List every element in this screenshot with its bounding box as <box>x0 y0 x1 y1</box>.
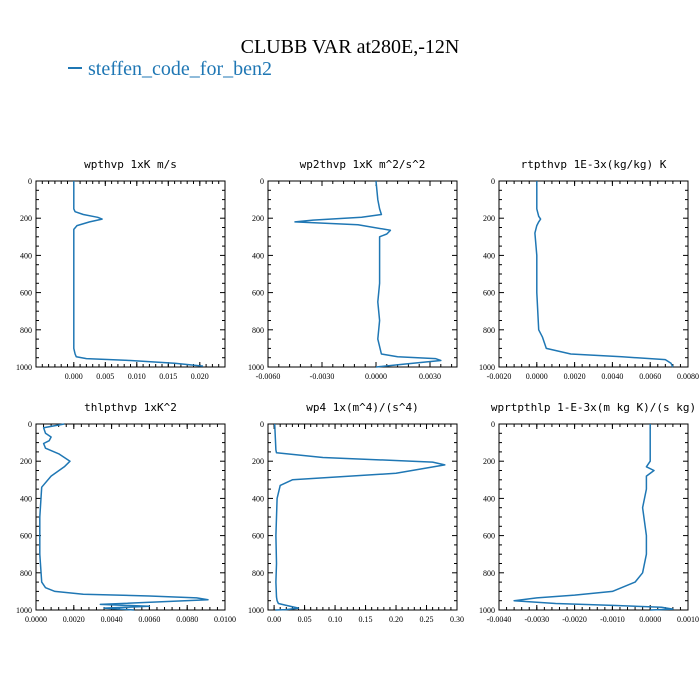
y-tick-label: 200 <box>252 214 264 223</box>
series-line <box>39 423 209 611</box>
y-tick-label: 400 <box>20 251 32 260</box>
x-tick-label: 0.0000 <box>639 615 661 624</box>
x-tick-label: 0.005 <box>96 372 114 381</box>
y-tick-label: 1000 <box>248 606 264 615</box>
series-line <box>273 423 446 611</box>
x-tick-label: -0.0020 <box>562 615 587 624</box>
legend-label: steffen_code_for_ben2 <box>88 58 273 80</box>
x-tick-label: 0.25 <box>420 615 434 624</box>
y-tick-label: 200 <box>483 457 495 466</box>
y-tick-label: 800 <box>20 326 32 335</box>
y-tick-label: 0 <box>260 420 264 429</box>
y-tick-label: 400 <box>20 494 32 503</box>
y-tick-label: 800 <box>483 326 495 335</box>
x-tick-label: 0.0100 <box>214 615 236 624</box>
plot-frame <box>267 423 458 611</box>
x-tick-label: 0.30 <box>450 615 464 624</box>
y-tick-label: 600 <box>20 289 32 298</box>
x-tick-label: 0.0030 <box>419 372 441 381</box>
x-tick-label: 0.10 <box>328 615 342 624</box>
x-tick-label: 0.0000 <box>365 372 387 381</box>
x-tick-label: -0.0040 <box>487 615 512 624</box>
plot-frame <box>35 423 226 611</box>
y-tick-label: 800 <box>20 569 32 578</box>
x-tick-label: 0.010 <box>128 372 146 381</box>
x-tick-label: -0.0020 <box>487 372 512 381</box>
subplot-3: rtpthvp 1E-3x(kg/kg) K 0 200 400 600 800 1000-… <box>479 158 699 381</box>
x-tick-label: 0.0040 <box>601 372 623 381</box>
plot-frame <box>498 423 689 611</box>
x-tick-label: 0.0080 <box>677 372 699 381</box>
y-tick-label: 1000 <box>479 606 495 615</box>
plot-frame <box>35 180 226 368</box>
x-tick-label: 0.0040 <box>101 615 123 624</box>
series-line <box>73 181 204 367</box>
subplot-title: rtpthvp 1E-3x(kg/kg) K <box>521 158 667 171</box>
y-tick-label: 200 <box>20 457 32 466</box>
y-tick-label: 800 <box>252 569 264 578</box>
x-tick-label: 0.0080 <box>176 615 198 624</box>
x-tick-label: -0.0030 <box>524 615 549 624</box>
y-tick-label: 200 <box>483 214 495 223</box>
y-tick-label: 400 <box>252 251 264 260</box>
x-tick-label: -0.0030 <box>310 372 335 381</box>
y-tick-label: 0 <box>491 177 495 186</box>
y-tick-label: 400 <box>483 251 495 260</box>
legend-swatch <box>68 67 82 70</box>
y-tick-label: 0 <box>28 420 32 429</box>
x-tick-label: 0.00 <box>267 615 281 624</box>
series-line <box>513 424 674 611</box>
x-tick-label: 0.020 <box>191 372 209 381</box>
y-tick-label: 800 <box>252 326 264 335</box>
subplot-1: wpthvp 1xK m/s 0 200 400 600 800 1000 0.000 0.00… <box>16 158 226 381</box>
y-tick-label: 600 <box>20 532 32 541</box>
y-tick-label: 600 <box>483 532 495 541</box>
x-tick-label: 0.0010 <box>677 615 699 624</box>
x-tick-label: 0.0060 <box>138 615 160 624</box>
y-tick-label: 200 <box>252 457 264 466</box>
x-tick-label: -0.0010 <box>600 615 625 624</box>
y-tick-label: 600 <box>252 532 264 541</box>
x-tick-label: 0.05 <box>298 615 312 624</box>
y-tick-label: 800 <box>483 569 495 578</box>
plot-frame <box>498 180 689 368</box>
y-tick-label: 0 <box>28 177 32 186</box>
x-tick-label: 0.000 <box>65 372 83 381</box>
plot-frame <box>267 180 458 368</box>
legend: steffen_code_for_ben2 <box>68 58 272 81</box>
x-tick-label: 0.15 <box>359 615 373 624</box>
x-tick-label: 0.0000 <box>25 615 47 624</box>
x-tick-label: 0.0020 <box>63 615 85 624</box>
y-tick-label: 200 <box>20 214 32 223</box>
y-tick-label: 400 <box>252 494 264 503</box>
x-tick-label: 0.20 <box>389 615 403 624</box>
x-tick-label: 0.0000 <box>526 372 548 381</box>
y-tick-label: 1000 <box>248 363 264 372</box>
subplot-title: wpthvp 1xK m/s <box>84 158 177 171</box>
subplot-title: thlpthvp 1xK^2 <box>84 401 177 414</box>
series-line <box>534 181 674 368</box>
y-tick-label: 1000 <box>16 363 32 372</box>
y-tick-label: 0 <box>260 177 264 186</box>
y-tick-label: 600 <box>252 289 264 298</box>
y-tick-label: 0 <box>491 420 495 429</box>
x-tick-label: 0.0060 <box>639 372 661 381</box>
x-tick-label: 0.015 <box>159 372 177 381</box>
subplot-title: wprtpthlp 1-E-3x(m kg K)/(s kg) <box>491 401 696 414</box>
page-title: CLUBB VAR at280E,-12N <box>240 36 460 58</box>
subplot-title: wp4 1x(m^4)/(s^4) <box>306 401 419 414</box>
y-tick-label: 1000 <box>16 606 32 615</box>
subplot-6: wprtpthlp 1-E-3x(m kg K)/(s kg) 0 200 400 60… <box>479 401 699 624</box>
subplot-2: wp2thvp 1xK m^2/s^202004006008001000-0.0… <box>248 158 458 381</box>
y-tick-label: 400 <box>483 494 495 503</box>
series-line <box>294 180 442 368</box>
subplot-title: wp2thvp 1xK m^2/s^2 <box>300 158 426 171</box>
y-tick-label: 1000 <box>479 363 495 372</box>
y-tick-label: 600 <box>483 289 495 298</box>
x-tick-label: -0.0060 <box>256 372 281 381</box>
x-tick-label: 0.0020 <box>564 372 586 381</box>
